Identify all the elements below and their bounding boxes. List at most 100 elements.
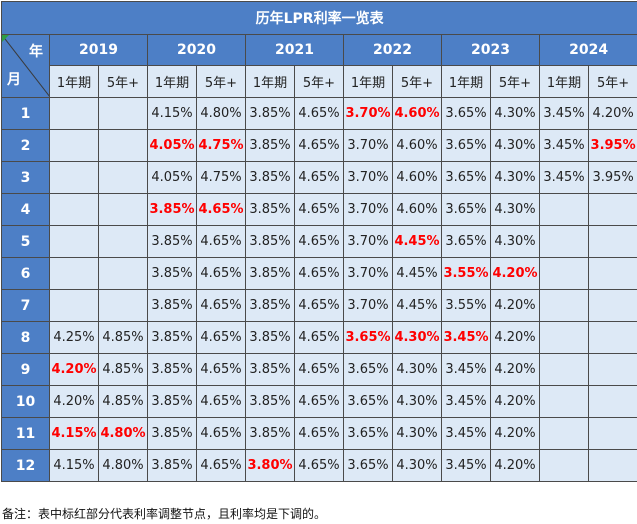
- rate-cell: 3.85%: [245, 289, 295, 322]
- month-label: 7: [1, 289, 50, 322]
- rate-cell: 4.85%: [98, 385, 148, 418]
- rate-cell: 3.45%: [539, 97, 589, 130]
- rate-cell: 4.30%: [490, 225, 540, 258]
- table-title: 历年LPR利率一览表: [0, 1, 637, 35]
- rate-cell: 4.15%: [147, 97, 197, 130]
- rate-cell: 3.45%: [441, 449, 491, 482]
- rate-cell: 4.20%: [49, 353, 99, 386]
- rate-cell: 4.20%: [490, 385, 540, 418]
- table-row: 12 4.15% 4.80% 3.85% 4.65% 3.80% 4.65% 3.65% 4.3…: [1, 449, 637, 482]
- month-label: 2: [1, 129, 50, 162]
- rate-cell: [98, 193, 148, 226]
- rate-cell: 4.65%: [196, 257, 246, 290]
- table-row: 4 3.85% 4.65% 3.85% 4.65% 3.70% 4.60% 3.65% 4.30…: [1, 193, 637, 226]
- rate-cell: 4.30%: [392, 353, 442, 386]
- table-row: 7 3.85% 4.65% 3.85% 4.65% 3.70% 4.45% 3.55% 4.20…: [1, 289, 637, 322]
- rate-cell: 3.85%: [245, 321, 295, 354]
- rate-cell: 4.65%: [196, 385, 246, 418]
- rate-cell: 3.55%: [441, 257, 491, 290]
- month-label: 8: [1, 321, 50, 354]
- rate-cell: 4.05%: [147, 161, 197, 194]
- table-row: 9 4.20% 4.85% 3.85% 4.65% 3.85% 4.65% 3.65% 4.30…: [1, 353, 637, 386]
- rate-cell: [539, 193, 589, 226]
- rate-cell: 4.20%: [587, 97, 637, 130]
- rate-cell: [587, 417, 637, 450]
- rate-cell: 3.85%: [147, 449, 197, 482]
- rate-cell: 3.85%: [147, 321, 197, 354]
- rate-cell: [49, 161, 99, 194]
- corner-diagonal: [2, 35, 49, 96]
- term-header-5y: 5年+: [294, 65, 344, 98]
- rate-cell: 3.95%: [587, 129, 637, 162]
- rate-cell: 4.85%: [98, 353, 148, 386]
- rate-cell: 4.65%: [196, 289, 246, 322]
- rate-cell: 4.65%: [294, 321, 344, 354]
- month-label: 4: [1, 193, 50, 226]
- rate-cell: 4.20%: [49, 385, 99, 418]
- term-header-5y: 5年+: [490, 65, 540, 98]
- term-header-5y: 5年+: [392, 65, 442, 98]
- rate-cell: 4.45%: [392, 257, 442, 290]
- rate-cell: 3.70%: [343, 257, 393, 290]
- table-row: 3 4.05% 4.75% 3.85% 4.65% 3.70% 4.60% 3.65% 4.30…: [1, 161, 637, 194]
- rate-cell: 4.65%: [294, 129, 344, 162]
- rate-cell: [49, 193, 99, 226]
- rate-cell: 3.70%: [343, 129, 393, 162]
- rate-cell: [539, 321, 589, 354]
- lpr-table: 历年LPR利率一览表 年 月 2019 2020 2021 2022 2023 2024 …: [0, 1, 637, 482]
- rate-cell: [49, 129, 99, 162]
- rate-cell: 3.65%: [343, 321, 393, 354]
- table-row: 6 3.85% 4.65% 3.85% 4.65% 3.70% 4.45% 3.55% 4.20…: [1, 257, 637, 290]
- rate-cell: 4.65%: [294, 97, 344, 130]
- rate-cell: 4.65%: [294, 289, 344, 322]
- rate-cell: 4.65%: [294, 417, 344, 450]
- rate-cell: 3.95%: [587, 161, 637, 194]
- month-label: 1: [1, 97, 50, 130]
- term-header-1y: 1年期: [343, 65, 393, 98]
- rate-cell: 4.65%: [294, 385, 344, 418]
- rate-cell: 3.55%: [441, 289, 491, 322]
- rate-cell: [49, 289, 99, 322]
- rate-cell: [587, 385, 637, 418]
- rate-cell: 3.65%: [441, 225, 491, 258]
- term-header-5y: 5年+: [196, 65, 246, 98]
- term-header-1y: 1年期: [245, 65, 295, 98]
- rate-cell: 4.45%: [392, 289, 442, 322]
- rate-cell: 3.65%: [343, 449, 393, 482]
- rate-cell: 3.85%: [245, 257, 295, 290]
- term-header-5y: 5年+: [587, 65, 637, 98]
- rate-cell: 3.65%: [441, 129, 491, 162]
- term-header-row: 1年期 5年+ 1年期 5年+ 1年期 5年+ 1年期 5年+ 1年期 5年+ 1年期 5年+: [2, 65, 637, 98]
- footnote: 备注：表中标红部分代表利率调整节点，且利率均是下调的。: [2, 507, 327, 521]
- rate-cell: 4.60%: [392, 161, 442, 194]
- rate-cell: 4.65%: [196, 321, 246, 354]
- year-header: 2020: [147, 34, 246, 66]
- rate-cell: 4.30%: [490, 97, 540, 130]
- rate-cell: [539, 417, 589, 450]
- rate-cell: 4.75%: [196, 161, 246, 194]
- rate-cell: 4.60%: [392, 129, 442, 162]
- rate-cell: 3.85%: [245, 385, 295, 418]
- rate-cell: [98, 289, 148, 322]
- rate-cell: [49, 257, 99, 290]
- rate-cell: 3.85%: [245, 129, 295, 162]
- rate-cell: [98, 161, 148, 194]
- rate-cell: 3.45%: [441, 385, 491, 418]
- rate-cell: 3.70%: [343, 161, 393, 194]
- term-header-1y: 1年期: [539, 65, 589, 98]
- rate-cell: 3.70%: [343, 225, 393, 258]
- rate-cell: 3.70%: [343, 289, 393, 322]
- rate-cell: 3.45%: [539, 161, 589, 194]
- rate-cell: 4.75%: [196, 129, 246, 162]
- table-row: 1 4.15% 4.80% 3.85% 4.65% 3.70% 4.60% 3.65% 4.30…: [1, 97, 637, 130]
- rate-cell: 4.65%: [196, 417, 246, 450]
- rate-cell: [98, 225, 148, 258]
- corner-year-label: 年: [29, 44, 43, 60]
- year-header-row: 年 月 2019 2020 2021 2022 2023 2024: [1, 34, 637, 98]
- rate-cell: 4.30%: [490, 161, 540, 194]
- rate-cell: 3.65%: [441, 193, 491, 226]
- rate-cell: 4.30%: [490, 193, 540, 226]
- rate-cell: [587, 353, 637, 386]
- rate-cell: 3.85%: [147, 225, 197, 258]
